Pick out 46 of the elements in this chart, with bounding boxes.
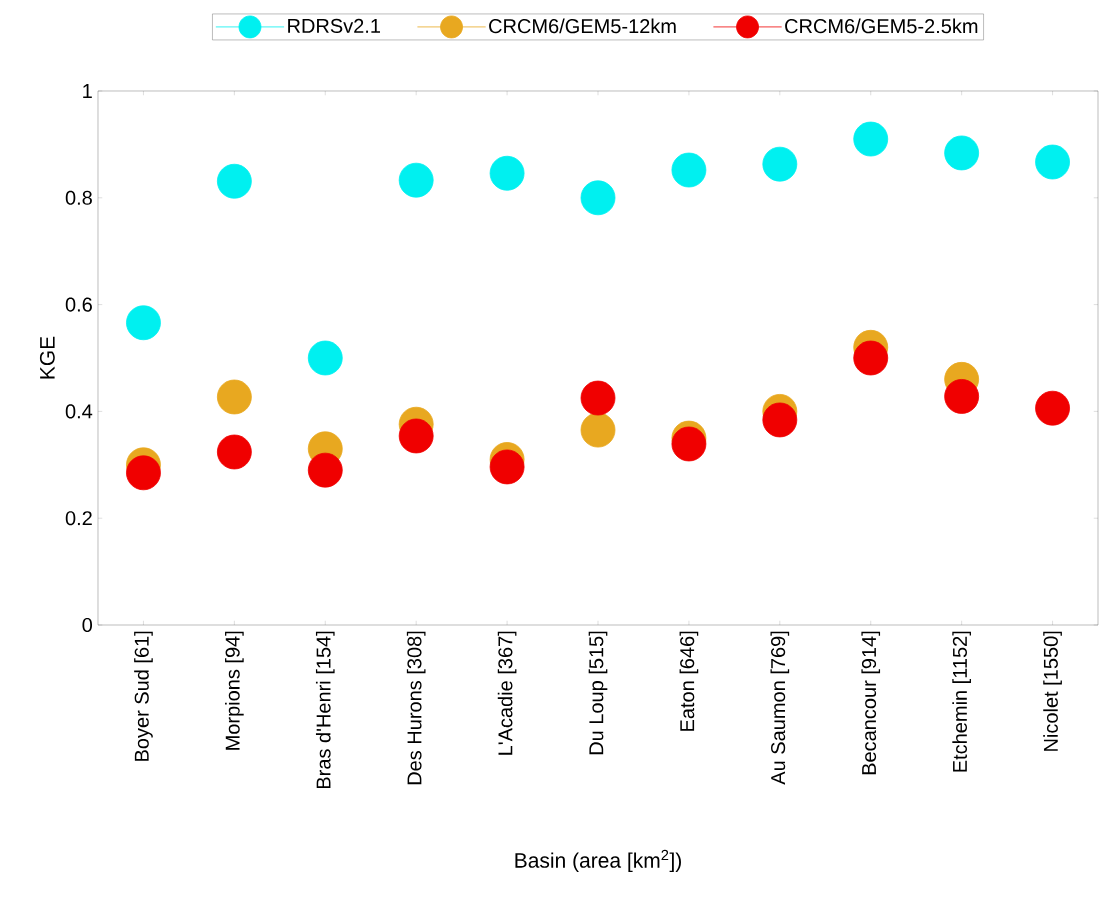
point <box>126 455 161 491</box>
y-tick-label: 0.6 <box>65 297 92 312</box>
x-tick-label: Nicolet [1550] <box>1043 631 1062 751</box>
point <box>853 121 889 157</box>
y-tick-label: 1 <box>83 84 92 98</box>
x-tick-label: Etchemin [1152] <box>952 631 971 772</box>
y-tick-label: 0.4 <box>65 404 93 419</box>
x-tick-label: Du Loup [515] <box>588 631 608 755</box>
x-axis-title: Basin (area [km$^{2}$]) <box>515 849 681 873</box>
point <box>1035 390 1070 426</box>
y-tick-label: 0.8 <box>65 190 92 205</box>
point <box>126 305 161 341</box>
point <box>580 380 616 416</box>
x-tick-label: Bras d'Henri [154] <box>315 631 335 789</box>
point <box>489 449 525 485</box>
point <box>762 146 798 182</box>
point <box>671 426 707 462</box>
x-tick-label: Becancour [914] <box>861 631 881 775</box>
point <box>398 162 434 198</box>
point <box>671 152 707 188</box>
x-tick-label: Eaton [646] <box>679 631 699 731</box>
point <box>762 402 798 438</box>
point <box>216 163 252 199</box>
x-tick-label: L'Acadie [367] <box>497 631 517 755</box>
point <box>1035 144 1070 180</box>
legend-label: CRCM6/GEM5-2.5km <box>785 18 978 34</box>
point <box>216 434 252 470</box>
point <box>580 412 616 448</box>
y-tick-label: 0.2 <box>65 511 92 526</box>
point <box>944 379 980 414</box>
x-tick-label: Morpions [94] <box>225 631 244 750</box>
point <box>307 452 343 488</box>
legend-label: CRCM6/GEM5-12km <box>489 18 676 34</box>
point <box>853 340 889 376</box>
point <box>580 180 616 216</box>
x-tick-label: Au Saumon [769] <box>770 631 790 785</box>
legend-label: RDRSv2.1 <box>288 18 381 33</box>
point <box>944 135 980 171</box>
y-tick-label: 0 <box>82 617 93 633</box>
point <box>216 379 252 415</box>
point <box>398 418 434 454</box>
y-axis-title: KGE <box>39 336 55 379</box>
point <box>307 340 343 376</box>
x-tick-label: Des Hurons [308] <box>406 631 426 785</box>
point <box>489 155 525 191</box>
x-tick-label: Boyer Sud [61] <box>134 631 153 761</box>
